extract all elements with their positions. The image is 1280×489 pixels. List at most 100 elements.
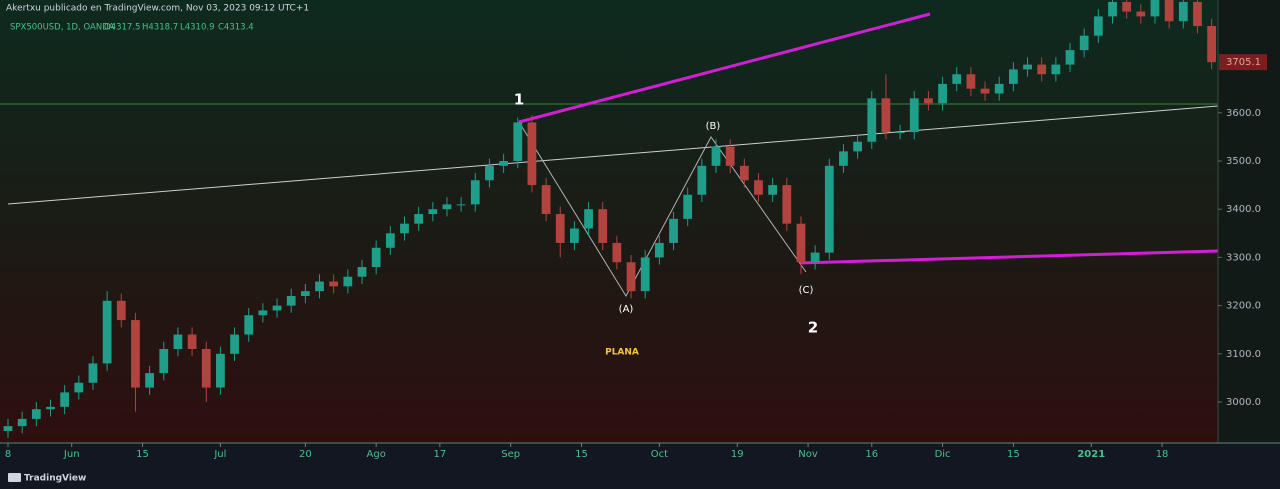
candle-body [442, 204, 452, 210]
ohlc-value: C4313.4 [218, 23, 254, 33]
candle-body [3, 426, 13, 431]
x-tick-label: Jul [213, 449, 226, 460]
candle-body [527, 122, 537, 186]
candle-body [980, 88, 990, 94]
plot-area [0, 0, 1218, 439]
candle-body [1122, 1, 1132, 12]
candle-body [1164, 0, 1174, 22]
ohlc-value: L4310.9 [180, 23, 214, 33]
candle-body [456, 204, 466, 206]
candle-body [1193, 1, 1202, 27]
last-price-label: 3705.1 [1226, 57, 1261, 68]
candle-body [159, 349, 169, 374]
candle-body [909, 98, 919, 133]
candle-body [570, 228, 579, 243]
candle-body [584, 209, 593, 229]
y-tick-label: 3300.0 [1226, 252, 1261, 263]
candle-body [725, 146, 735, 166]
candle-body [173, 334, 183, 350]
candle-body [739, 165, 749, 181]
candle-body [46, 406, 55, 410]
candle-body [654, 242, 664, 258]
wave-label: PLANA [605, 348, 639, 358]
candle-body [145, 373, 154, 388]
price-axis-background [1218, 0, 1280, 443]
candle-body [329, 281, 339, 287]
candle-body [31, 409, 41, 419]
candle-body [924, 98, 933, 104]
credit: Akertxu publicado en TradingView.com, No… [6, 4, 309, 14]
candle-body [1023, 64, 1032, 70]
wave-label: (C) [799, 285, 814, 296]
candle-body [1108, 1, 1117, 17]
candle-body [1079, 35, 1089, 51]
x-tick-label: 15 [575, 449, 588, 460]
wave-label: 2 [808, 319, 818, 337]
candle-body [1093, 16, 1103, 36]
candle-body [201, 349, 211, 388]
x-tick-label: 8 [5, 449, 11, 460]
candle-body [102, 300, 112, 364]
footer-bar [0, 466, 1280, 489]
candle-body [1207, 26, 1217, 63]
candle-body [17, 418, 27, 427]
candle-body [60, 392, 70, 407]
last-price-box [1219, 54, 1267, 71]
ohlc-value: H4318.7 [142, 23, 178, 33]
candle-body [768, 185, 778, 195]
zigzag [518, 121, 807, 298]
ohlc-legend: O4317.5 H4318.7 L4310.9 C4313.4 [104, 23, 254, 33]
candle-body [1136, 11, 1146, 17]
candle-body [796, 223, 806, 263]
y-tick-label: 3000.0 [1226, 397, 1261, 408]
candle-body [88, 363, 98, 383]
candle-body [74, 382, 84, 393]
x-tick-label: Dic [935, 449, 951, 460]
candle-body [711, 146, 721, 166]
logo [8, 473, 21, 482]
candle-body [187, 334, 197, 350]
candle-body [810, 252, 820, 263]
y-tick-label: 3200.0 [1226, 301, 1261, 312]
candle-body [414, 214, 424, 224]
candle-body [598, 209, 608, 243]
y-tick-label: 3400.0 [1226, 204, 1261, 215]
candle-body [357, 267, 367, 277]
candle-body [640, 257, 650, 292]
channel-line [799, 249, 1218, 265]
candle-body [938, 83, 947, 104]
candle-body [371, 247, 381, 268]
candle-body [116, 300, 126, 321]
wave-label: (A) [619, 304, 634, 315]
candle-body [216, 353, 225, 388]
candle-body [782, 185, 792, 224]
candle-body [853, 141, 863, 152]
candle-body [258, 310, 268, 316]
y-tick-label: 3600.0 [1226, 108, 1261, 119]
x-tick-label: 17 [434, 449, 447, 460]
x-tick-label: 20 [299, 449, 312, 460]
candle-body [754, 180, 763, 195]
candle-body [385, 233, 395, 248]
x-tick-label: Nov [798, 449, 818, 460]
candle-body [669, 218, 678, 243]
x-tick-label: 15 [136, 449, 149, 460]
candle-body [555, 214, 565, 243]
candle-body [824, 165, 834, 253]
candle-body [1065, 50, 1075, 65]
footer: TradingView [24, 474, 86, 484]
x-tick-label: Ago [367, 449, 386, 460]
candle-body [1051, 64, 1061, 75]
y-tick-label: 3500.0 [1226, 156, 1261, 167]
candle-body [470, 180, 480, 205]
candle-body [994, 83, 1004, 94]
candle-body [1037, 64, 1047, 75]
x-tick-label: 2021 [1077, 449, 1105, 460]
wave-label: (B) [706, 121, 721, 132]
x-tick-label: 18 [1156, 449, 1169, 460]
candle-body [895, 132, 905, 134]
candle-body [400, 223, 409, 234]
candle-body [1178, 1, 1188, 22]
